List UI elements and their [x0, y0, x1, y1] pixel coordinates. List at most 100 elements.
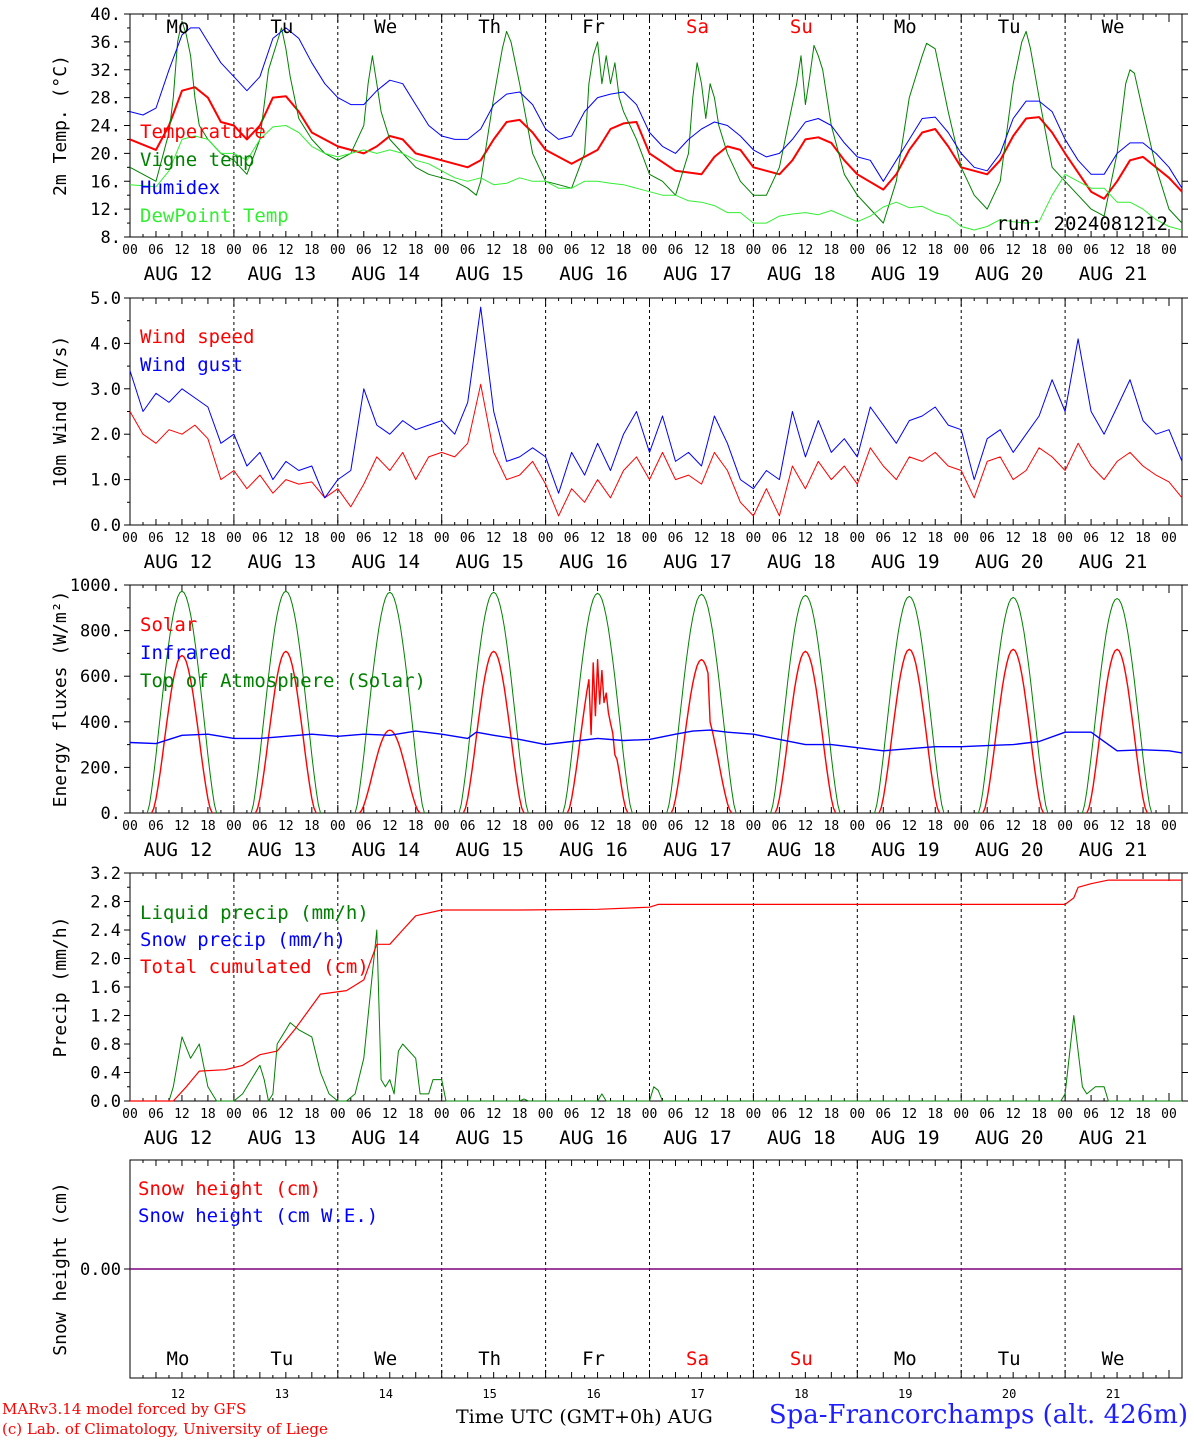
hour-tick-label: 06 [875, 243, 891, 258]
day-label: AUG 13 [248, 263, 317, 285]
hour-tick-label: 18 [1135, 243, 1151, 258]
day-label: AUG 21 [1079, 839, 1148, 861]
legend-entry: Total cumulated (cm) [140, 956, 369, 978]
chart-panel-2: 0.0 1.0 2.0 3.0 4.0 5.0 10m Wind (m/s) 00 06 12 18… [50, 289, 1188, 573]
hour-tick-label: 00 [953, 819, 969, 834]
chart-panel-5: 0.00 Snow height (cm) Snow height (cm) Snow… [50, 1159, 1183, 1379]
hour-tick-label: 12 [1109, 819, 1125, 834]
hour-tick-label: 06 [564, 819, 580, 834]
day-label: AUG 18 [767, 1127, 836, 1149]
hour-tick-label: 12 [590, 531, 606, 546]
hour-tick-label: 12 [1005, 1107, 1021, 1122]
hour-tick-label: 06 [1083, 1107, 1099, 1122]
hour-tick-label: 06 [875, 1107, 891, 1122]
hour-tick-label: 06 [148, 1107, 164, 1122]
day-number: 16 [586, 1387, 600, 1401]
hour-tick-label: 12 [798, 819, 814, 834]
toa-solar-curve [1081, 598, 1153, 814]
series-line-dewpoint-temp [129, 125, 1183, 231]
hour-tick-label: 06 [668, 1107, 684, 1122]
hour-tick-label: 00 [538, 243, 554, 258]
hour-tick-label: 12 [590, 1107, 606, 1122]
weekday-label-top: Fr [582, 16, 605, 38]
toa-solar-curve [666, 593, 737, 814]
hour-tick-label: 12 [694, 1107, 710, 1122]
hour-tick-label: 12 [901, 243, 917, 258]
hour-tick-label: 18 [304, 819, 320, 834]
hour-tick-label: 18 [1135, 531, 1151, 546]
hour-tick-label: 06 [772, 531, 788, 546]
hour-tick-label: 18 [512, 243, 528, 258]
hour-tick-label: 06 [564, 531, 580, 546]
hour-tick-label: 00 [1057, 243, 1073, 258]
hour-tick-label: 06 [460, 819, 476, 834]
day-label: AUG 20 [975, 1127, 1044, 1149]
hour-tick-label: 12 [174, 1107, 190, 1122]
weekday-label-top: Su [790, 16, 813, 38]
y-tick-label: 4.0 [90, 334, 121, 354]
solar-curve [358, 729, 421, 814]
hour-tick-label: 18 [1031, 819, 1047, 834]
hour-tick-label: 00 [1057, 1107, 1073, 1122]
hour-tick-label: 06 [564, 243, 580, 258]
day-label: AUG 12 [144, 1127, 213, 1149]
hour-tick-label: 18 [927, 819, 943, 834]
weekday-label-bottom: Sa [686, 1348, 709, 1370]
hour-tick-label: 06 [668, 243, 684, 258]
hour-tick-label: 12 [382, 531, 398, 546]
chart-panel-3: 0. 200. 400. 600. 800. 1000.Energy fluxes (W/… [50, 576, 1188, 861]
legend-entry: Liquid precip (mm/h) [140, 902, 369, 924]
hour-tick-label: 00 [226, 243, 242, 258]
hour-tick-label: 00 [1057, 531, 1073, 546]
y-tick-label: 0.4 [90, 1064, 121, 1084]
y-tick-label: 12. [90, 200, 121, 220]
day-label: AUG 19 [871, 1127, 940, 1149]
hour-tick-label: 18 [1031, 243, 1047, 258]
day-number: 19 [898, 1387, 912, 1401]
hour-tick-label: 18 [720, 1107, 736, 1122]
hour-tick-label: 00 [642, 243, 658, 258]
day-label: AUG 21 [1079, 263, 1148, 285]
hour-tick-label: 12 [901, 531, 917, 546]
day-label: AUG 19 [871, 263, 940, 285]
hour-tick-label: 06 [460, 1107, 476, 1122]
hour-tick-label: 18 [616, 819, 632, 834]
weekday-label-bottom: Fr [582, 1348, 605, 1370]
series-line-temperature [129, 86, 1183, 200]
day-label: AUG 16 [559, 263, 628, 285]
hour-tick-label: 18 [304, 1107, 320, 1122]
hour-tick-label: 00 [849, 243, 865, 258]
day-number: 18 [794, 1387, 808, 1401]
hour-tick-label: 18 [1135, 819, 1151, 834]
hour-tick-label: 00 [746, 1107, 762, 1122]
day-label: AUG 16 [559, 839, 628, 861]
hour-tick-label: 12 [1109, 243, 1125, 258]
hour-tick-label: 00 [849, 819, 865, 834]
day-label: AUG 17 [663, 839, 732, 861]
series-line-wind-gust [129, 306, 1183, 499]
day-label: AUG 17 [663, 551, 732, 573]
hour-tick-label: 18 [720, 243, 736, 258]
hour-tick-label: 06 [356, 1107, 372, 1122]
y-tick-label: 3.2 [90, 864, 121, 884]
hour-tick-label: 18 [1135, 1107, 1151, 1122]
day-label: AUG 20 [975, 263, 1044, 285]
hour-tick-label: 00 [642, 531, 658, 546]
weekday-label-bottom: Th [478, 1348, 501, 1370]
y-tick-label: 800. [80, 622, 121, 642]
y-axis-title: Snow height (cm) [50, 1182, 71, 1355]
solar-curve [670, 658, 733, 814]
day-number: 12 [171, 1387, 185, 1401]
run-label: run: 2024081212 [996, 213, 1168, 235]
hour-tick-label: 00 [434, 243, 450, 258]
hour-tick-label: 06 [252, 243, 268, 258]
toa-solar-curve [562, 592, 633, 814]
hour-tick-label: 12 [798, 1107, 814, 1122]
y-tick-label: 5.0 [90, 289, 121, 309]
hour-tick-label: 12 [382, 819, 398, 834]
hour-tick-label: 18 [200, 819, 216, 834]
hour-tick-label: 00 [122, 819, 138, 834]
hour-tick-label: 06 [1083, 531, 1099, 546]
hour-tick-label: 18 [824, 531, 840, 546]
chart-panel-4: 0.0 0.4 0.8 1.2 1.6 2.0 2.4 2.8 3.2 Precip (mm/h)… [50, 864, 1188, 1149]
